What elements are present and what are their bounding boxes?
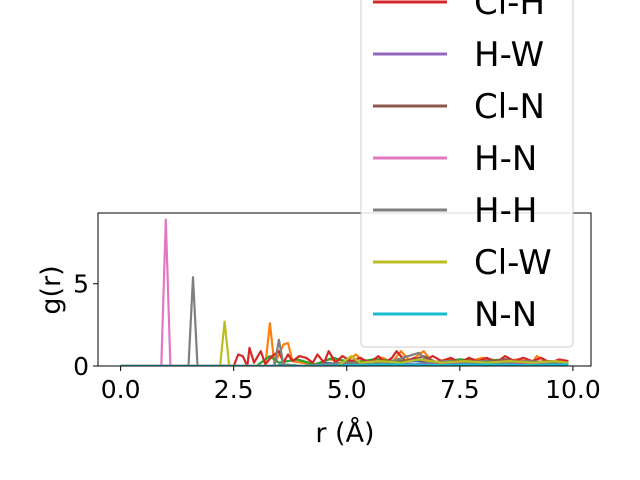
tick-labels: 0.0 2.5 5.0 7.5 10.0 0 5 xyxy=(73,270,601,404)
x-axis-label: r (Å) xyxy=(315,417,374,449)
legend-label: Cl-H xyxy=(474,0,545,23)
series-line-6 xyxy=(120,218,569,366)
legend-label: Cl-W xyxy=(474,243,552,283)
legend-label: N-N xyxy=(474,295,537,335)
legend-label: H-H xyxy=(474,191,537,231)
legend-label: H-W xyxy=(474,35,544,75)
x-tick-label: 0.0 xyxy=(101,375,141,404)
series-line-8 xyxy=(120,320,569,366)
y-tick-label: 0 xyxy=(73,352,89,381)
x-tick-label: 7.5 xyxy=(440,375,480,404)
legend-box xyxy=(360,0,574,348)
y-tick-label: 5 xyxy=(73,270,89,299)
legend-label: Cl-N xyxy=(474,87,545,127)
axes xyxy=(93,212,592,371)
axes-frame xyxy=(97,212,592,367)
plot-area xyxy=(120,218,569,366)
y-axis-label: g(r) xyxy=(36,265,67,314)
legend: Cl-H H-W Cl-N H-N H-H Cl-W N-N xyxy=(360,0,574,348)
x-tick-label: 10.0 xyxy=(545,375,601,404)
legend-label: H-N xyxy=(474,139,537,179)
x-tick-label: 5.0 xyxy=(327,375,367,404)
x-tick-label: 2.5 xyxy=(214,375,254,404)
